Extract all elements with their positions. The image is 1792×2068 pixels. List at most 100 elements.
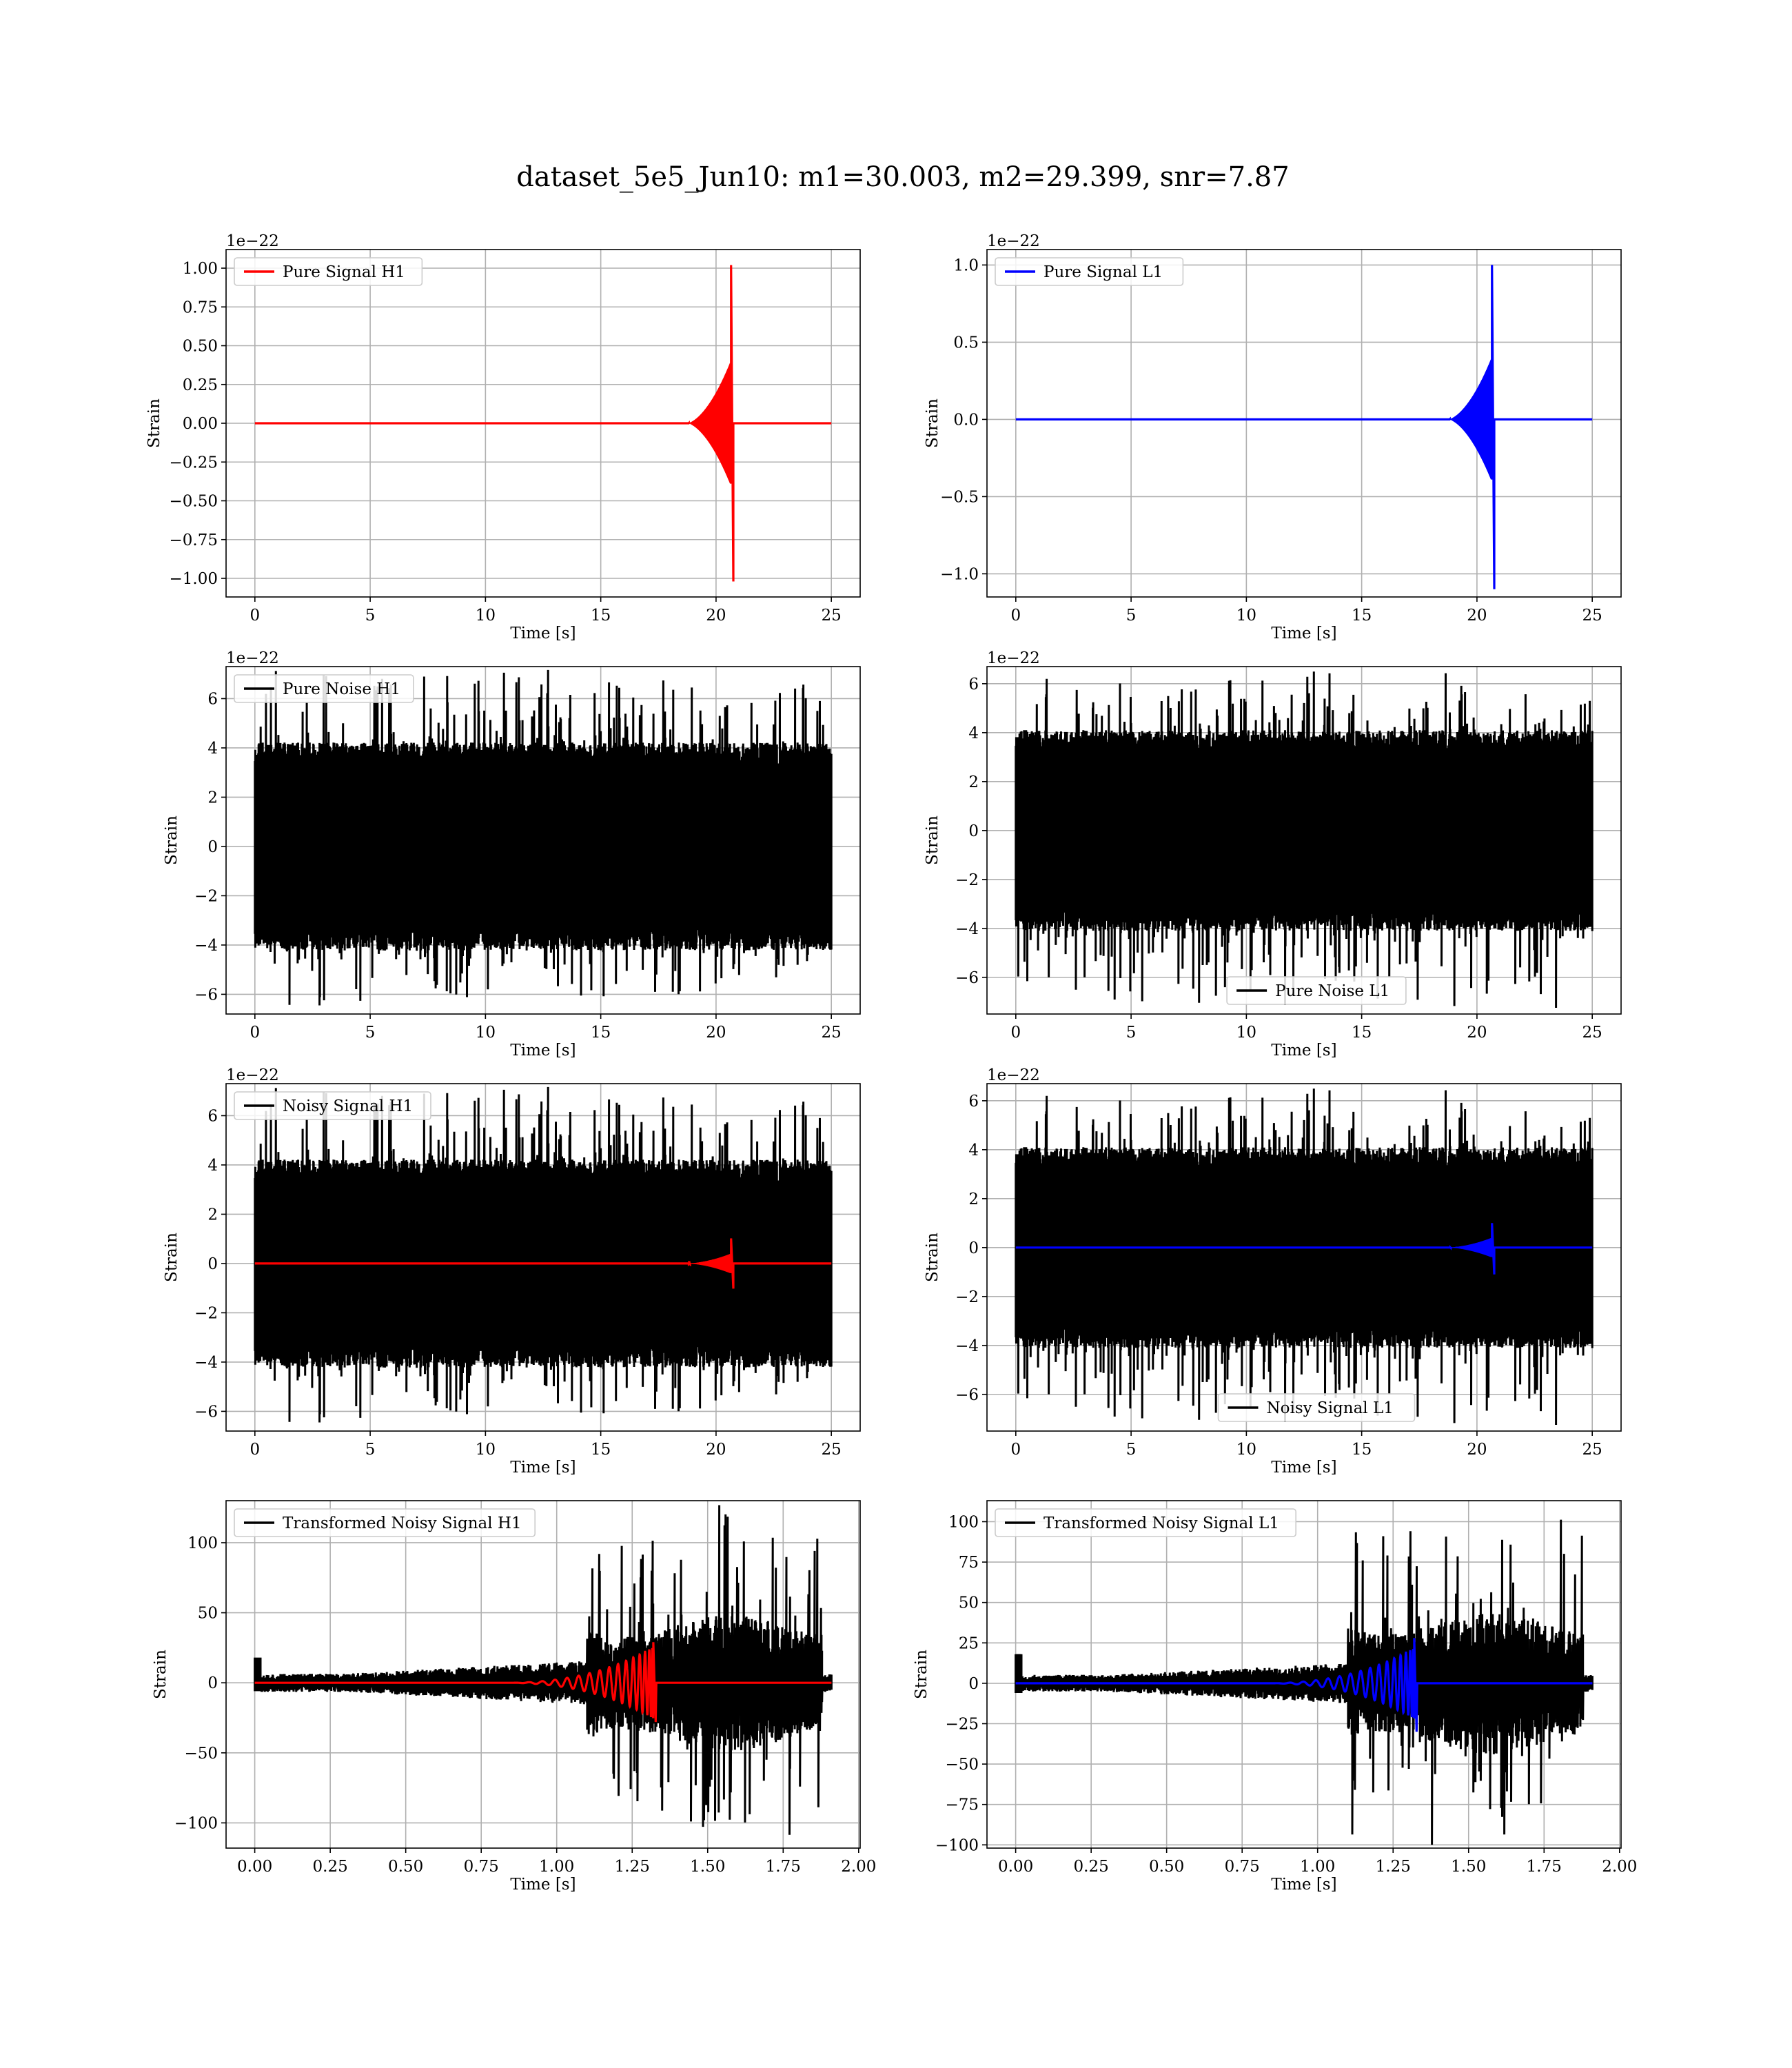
- y-axis-label: Strain: [163, 1233, 181, 1282]
- y-tick-label: −4: [955, 1337, 979, 1355]
- whitened-noise-series-line: [1015, 1519, 1594, 1845]
- y-tick-label: 0: [207, 1674, 218, 1692]
- y-tick-label: 4: [968, 1142, 979, 1159]
- y-tick-label: 0: [968, 1675, 979, 1693]
- legend-box: [995, 1508, 1297, 1537]
- y-tick-label: 25: [959, 1634, 979, 1652]
- x-axis-label: Time [s]: [510, 625, 576, 642]
- signal-series-line: [254, 265, 832, 582]
- y-axis-label: Strain: [924, 1233, 941, 1282]
- y-tick-label: 0.25: [183, 376, 218, 394]
- noise-series-line: [1015, 1088, 1594, 1426]
- y-tick-label: −50: [945, 1756, 979, 1774]
- x-tick-label: 5: [1126, 607, 1137, 625]
- axis-offset-text: 1e−22: [987, 232, 1040, 250]
- y-tick-label: 2: [968, 1190, 979, 1208]
- x-tick-label: 1.25: [615, 1858, 650, 1876]
- y-tick-label: −0.25: [170, 454, 218, 472]
- y-tick-label: 4: [207, 740, 218, 758]
- x-tick-label: 15: [1352, 1441, 1372, 1459]
- x-tick-label: 20: [706, 607, 726, 625]
- y-tick-label: −6: [194, 1403, 218, 1421]
- y-tick-label: −50: [184, 1745, 218, 1763]
- y-tick-label: 6: [968, 676, 979, 693]
- y-axis-label: Strain: [163, 815, 181, 865]
- legend-box: [234, 674, 414, 703]
- y-tick-label: −6: [955, 1386, 979, 1404]
- x-tick-label: 0.00: [237, 1858, 272, 1876]
- y-tick-label: 0.00: [183, 415, 218, 433]
- y-tick-label: −0.50: [170, 493, 218, 511]
- chart-panel-8: 0.00 0.25 0.50 0.75 1.00 1.25 1.50 1.75 2.00 100 7…: [913, 1500, 1637, 1894]
- y-tick-label: −100: [935, 1836, 979, 1854]
- plot-area: [1015, 671, 1594, 1008]
- y-tick-label: −100: [174, 1814, 218, 1832]
- signal-series-line: [1015, 265, 1593, 589]
- x-tick-label: 25: [822, 1441, 842, 1459]
- legend-label: Transformed Noisy Signal H1: [283, 1514, 522, 1532]
- x-tick-label: 10: [476, 607, 496, 625]
- y-tick-label: 100: [187, 1534, 218, 1552]
- legend-label: Pure Noise L1: [1275, 982, 1389, 1000]
- y-tick-label: −75: [945, 1796, 979, 1814]
- y-tick-label: 4: [207, 1157, 218, 1175]
- legend-box: [995, 257, 1184, 286]
- x-tick-label: 25: [822, 607, 842, 625]
- legend-label: Pure Signal H1: [283, 263, 405, 281]
- signal-series-line: [1015, 1223, 1593, 1275]
- x-axis-label: Time [s]: [1271, 625, 1336, 642]
- x-tick-label: 5: [365, 1024, 376, 1042]
- x-tick-label: 25: [822, 1024, 842, 1042]
- y-tick-label: 50: [959, 1594, 979, 1612]
- noise-series-line: [254, 669, 833, 1006]
- y-tick-label: −4: [955, 920, 979, 938]
- y-tick-label: −25: [945, 1715, 979, 1733]
- y-tick-label: −4: [194, 937, 218, 955]
- y-tick-label: 0.5: [953, 334, 979, 352]
- x-axis-label: Time [s]: [1271, 1042, 1336, 1060]
- chart-panel-1: 0 5 10 15 20 25 1.00 0.75 0.50 0.25 0.00 −0.25 −0.50…: [145, 232, 861, 642]
- y-axis-label: Strain: [924, 815, 941, 865]
- chart-panel-7: 0.00 0.25 0.50 0.75 1.00 1.25 1.50 1.75 2.00 100 5…: [152, 1500, 876, 1894]
- y-tick-label: −2: [194, 887, 218, 905]
- x-tick-label: 1.50: [1451, 1858, 1486, 1876]
- y-tick-label: 6: [207, 690, 218, 708]
- y-tick-label: 4: [968, 724, 979, 742]
- x-tick-label: 10: [476, 1024, 496, 1042]
- plot-area: [1015, 1519, 1594, 1845]
- x-tick-label: 0: [250, 1441, 260, 1459]
- plot-area: [254, 669, 833, 1006]
- legend: Pure Signal H1: [234, 257, 423, 286]
- x-tick-label: 0: [250, 1024, 260, 1042]
- x-tick-label: 20: [1467, 607, 1487, 625]
- y-tick-label: 0: [207, 1255, 218, 1273]
- x-tick-label: 0.50: [388, 1858, 423, 1876]
- x-tick-label: 25: [1582, 607, 1602, 625]
- y-tick-label: −2: [955, 871, 979, 889]
- y-tick-label: 0: [968, 822, 979, 840]
- x-tick-label: 1.50: [690, 1858, 725, 1876]
- x-tick-label: 0: [250, 607, 260, 625]
- whitened-noise-series-line: [254, 1505, 833, 1835]
- axes-frame: [225, 1083, 861, 1432]
- legend: Noisy Signal H1: [234, 1091, 431, 1120]
- y-tick-label: 2: [968, 773, 979, 791]
- x-tick-label: 0: [1010, 1024, 1021, 1042]
- x-tick-label: 0.25: [1074, 1858, 1109, 1876]
- x-tick-label: 2.00: [1602, 1858, 1637, 1876]
- plot-area: [1015, 1088, 1594, 1426]
- x-tick-label: 0.75: [1225, 1858, 1260, 1876]
- y-tick-label: −1.0: [940, 565, 979, 583]
- legend-label: Noisy Signal H1: [283, 1097, 413, 1115]
- y-tick-label: 6: [207, 1107, 218, 1125]
- x-tick-label: 1.75: [1527, 1858, 1562, 1876]
- x-tick-label: 10: [476, 1441, 496, 1459]
- legend: Pure Noise L1: [1226, 976, 1407, 1005]
- y-tick-label: 2: [207, 1206, 218, 1224]
- legend-box: [234, 1091, 431, 1120]
- signal-series-line: [254, 1238, 832, 1289]
- x-axis-label: Time [s]: [510, 1876, 576, 1894]
